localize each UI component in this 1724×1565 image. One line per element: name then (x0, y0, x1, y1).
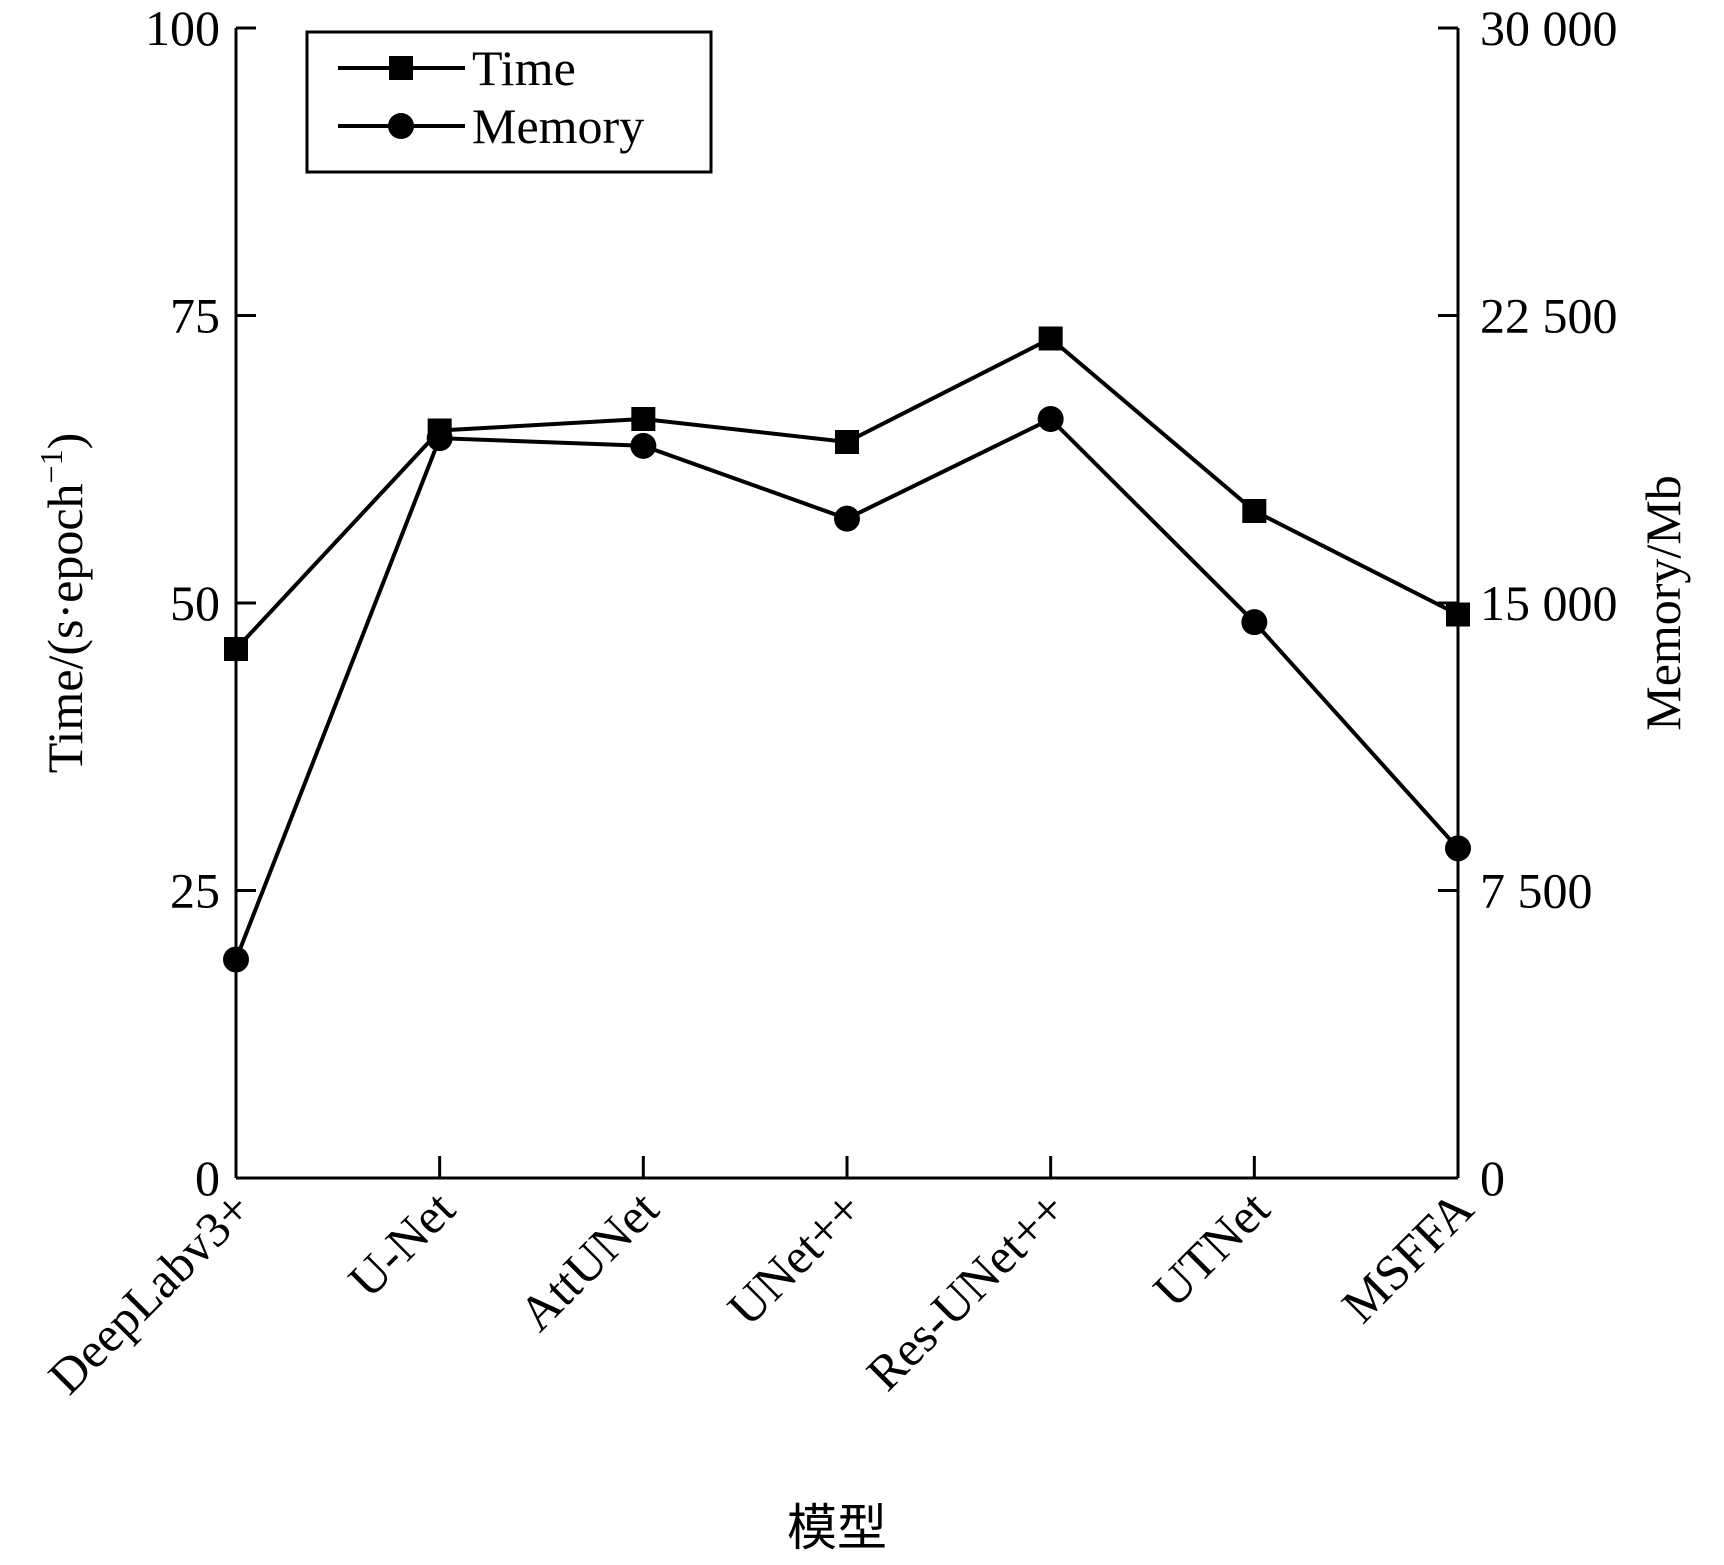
plot-area (234, 28, 1460, 1180)
left-y-tick-label: 100 (145, 0, 220, 56)
memory-point (834, 505, 860, 532)
x-ticks: DeepLabv3+ U-Net AttUNet UNet++Res-UNet++ UT… (37, 1156, 1484, 1405)
time-point (835, 430, 859, 454)
right-y-axis-title: Memory/Mb (1635, 475, 1691, 731)
left-y-tick-label: 75 (170, 288, 220, 344)
x-axis-title: 模型 (787, 1499, 887, 1557)
x-tick-label: UTNet (1142, 1180, 1280, 1318)
legend-label-memory: Memory (472, 98, 644, 154)
left-y-axis-title-close: ) (37, 433, 93, 450)
right-y-tick-label: 7 500 (1480, 863, 1593, 919)
left-y-tick-label: 0 (195, 1150, 220, 1206)
x-tick-label: Res-UNet++ (856, 1180, 1077, 1401)
left-y-axis-title-sup: −1 (33, 449, 69, 483)
time-point (1242, 499, 1267, 523)
x-tick-label: AttUNet (508, 1180, 669, 1341)
legend-marker-time (389, 56, 413, 80)
left-y-axis-title: Time/(s·epoch−1) (33, 433, 93, 774)
memory-point (223, 946, 249, 973)
right-y-ticks: 0 7 500 15 000 22 500 30 000 (1438, 0, 1618, 1206)
legend-box (305, 30, 713, 174)
time-point (1038, 326, 1063, 351)
time-point (1446, 602, 1470, 627)
time-point (224, 637, 248, 661)
left-y-tick-label: 50 (170, 575, 220, 631)
right-y-tick-label: 22 500 (1480, 288, 1618, 344)
right-y-tick-label: 30 000 (1480, 0, 1618, 56)
time-point (631, 407, 656, 431)
x-tick-label: DeepLabv3+ (37, 1180, 261, 1404)
left-y-axis-title-main: Time/(s·epoch (37, 483, 93, 773)
memory-point (426, 425, 453, 452)
right-y-tick-label: 15 000 (1480, 575, 1618, 631)
memory-point (630, 432, 657, 459)
x-tick-label: UNet++ (717, 1180, 873, 1336)
right-y-tick-label: 0 (1480, 1150, 1505, 1206)
memory-point (1241, 609, 1268, 636)
series-layer (223, 326, 1471, 973)
x-tick-label: MSFFA (1331, 1180, 1484, 1333)
memory-point (1037, 406, 1064, 432)
legend-label-time: Time (472, 40, 576, 96)
x-tick-label: U-Net (337, 1180, 465, 1308)
memory-point (1445, 835, 1471, 862)
series-line-memory (234, 416, 1460, 961)
left-y-ticks: 0 25 50 75 100 (145, 0, 256, 1206)
legend-marker-memory (388, 113, 414, 139)
left-y-tick-label: 25 (170, 863, 220, 919)
